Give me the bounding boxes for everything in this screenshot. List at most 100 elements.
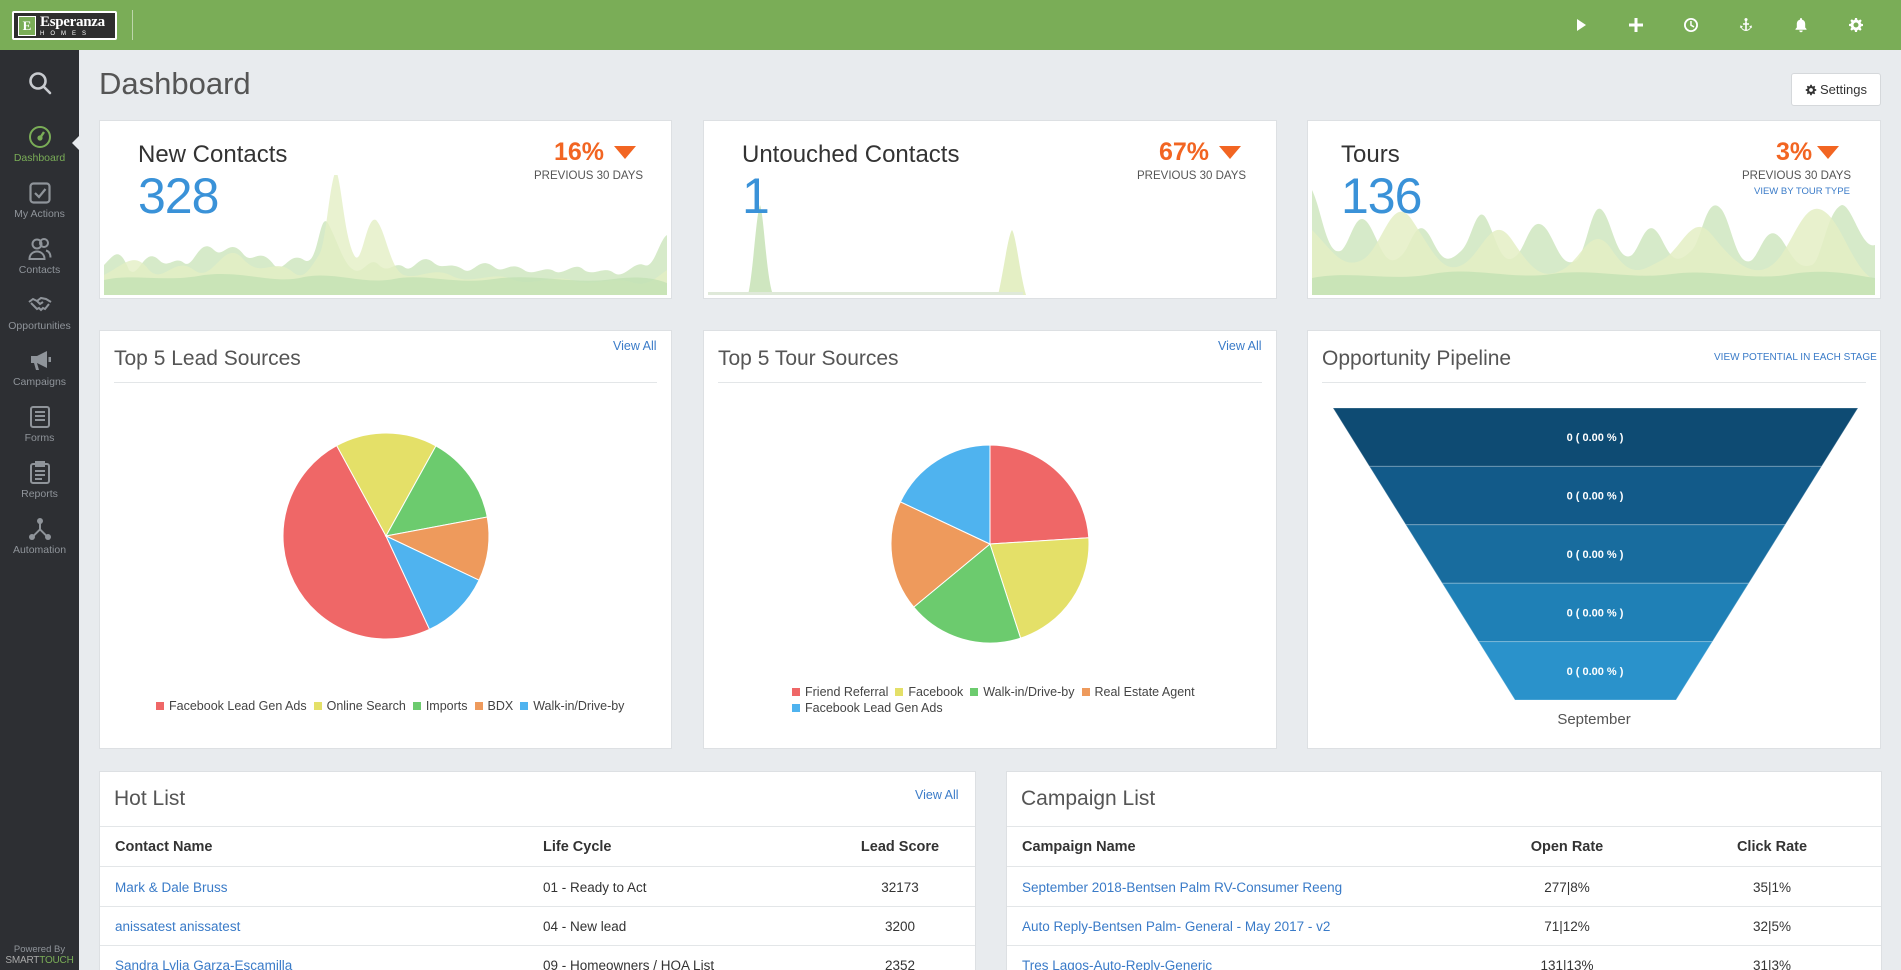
funnel-stage-label: 0 ( 0.00 % ) [1567, 549, 1624, 561]
campaign-list-card: Campaign List Campaign Name Open Rate Cl… [1006, 771, 1882, 970]
kpi-change: 3% [1776, 138, 1813, 166]
legend-item[interactable]: Facebook [895, 684, 963, 700]
untouched-contacts-card[interactable]: Untouched Contacts 1 67% PREVIOUS 30 DAY… [703, 120, 1277, 299]
sidebar-item-campaigns[interactable]: Campaigns [0, 340, 79, 396]
legend-swatch [474, 702, 483, 710]
legend-swatch [1081, 688, 1090, 696]
sidebar-item-my-actions[interactable]: My Actions [0, 172, 79, 228]
contact-name-link[interactable]: Sandra Lylia Garza-Escamilla [115, 957, 293, 970]
pie-slice-imports[interactable] [385, 445, 488, 537]
pipeline-funnel: 0 ( 0.00 % ) 0 ( 0.00 % ) 0 ( 0.00 % ) 0 ( … [1332, 408, 1859, 701]
column-header[interactable]: Lead Score [860, 838, 940, 855]
new-contacts-card[interactable]: New Contacts 328 16% PREVIOUS 30 DAYS [99, 120, 672, 299]
legend-item[interactable]: Imports [412, 698, 468, 714]
search-icon[interactable] [0, 50, 79, 116]
column-header[interactable]: Campaign Name [1022, 838, 1136, 855]
table-header: Contact Name Life Cycle Lead Score [100, 826, 975, 867]
pie-slice-facebook[interactable] [989, 537, 1090, 639]
settings-button[interactable]: Settings [1791, 73, 1881, 106]
anchor-icon[interactable] [1718, 0, 1773, 50]
tour-sources-pie [890, 444, 1090, 644]
campaign-name-link[interactable]: September 2018-Bentsen Palm RV-Consumer … [1022, 879, 1343, 895]
megaphone-icon [30, 350, 51, 370]
legend-item[interactable]: Facebook Lead Gen Ads [792, 700, 943, 716]
contact-name-link[interactable]: anissatest anissatest [115, 918, 241, 934]
contact-name-link[interactable]: Mark & Dale Bruss [115, 879, 228, 895]
sidebar-item-opportunities[interactable]: Opportunities [0, 284, 79, 340]
legend-item[interactable]: Facebook Lead Gen Ads [156, 698, 307, 714]
form-icon [29, 405, 50, 428]
sidebar-item-dashboard[interactable]: Dashboard [0, 116, 79, 172]
legend-label: Imports [425, 699, 468, 713]
legend-swatch [792, 688, 800, 696]
pie-slice-real-estate-agent[interactable] [890, 501, 991, 608]
sidebar-item-forms[interactable]: Forms [0, 396, 79, 452]
gear-icon [1805, 84, 1817, 95]
legend-label: Real Estate Agent [1094, 685, 1195, 699]
legend-label: BDX [487, 699, 514, 713]
view-by-tour-type-link[interactable]: VIEW BY TOUR TYPE [1754, 186, 1850, 197]
table-row: anissatest anissatest 04 - New lead 3200 [100, 907, 975, 946]
legend-swatch [895, 688, 904, 696]
view-all-link[interactable]: View All [1218, 339, 1262, 353]
campaign-name-link[interactable]: Tres Lagos-Auto-Reply-Generic [1022, 957, 1213, 970]
legend-label: Walk-in/Drive-by [983, 685, 1075, 699]
funnel-month: September [1557, 711, 1631, 728]
legend-label: Walk-in/Drive-by [533, 699, 625, 713]
pie-slice-online-search[interactable] [336, 432, 437, 538]
column-header[interactable]: Life Cycle [543, 838, 612, 855]
legend-item[interactable]: Real Estate Agent [1081, 684, 1195, 700]
open-rate: 277|8% [1544, 879, 1590, 895]
table-row: Auto Reply-Bentsen Palm- General - May 2… [1007, 907, 1881, 946]
sidebar-item-reports[interactable]: Reports [0, 452, 79, 508]
top-actions [1553, 0, 1883, 50]
pie-slice-walk-in-drive-by[interactable] [384, 534, 480, 631]
powered-brand: SMARTTOUCH [5, 955, 74, 966]
tours-card[interactable]: Tours 136 3% PREVIOUS 30 DAYS VIEW BY TO… [1307, 120, 1881, 299]
kpi-title: New Contacts [138, 141, 288, 168]
column-header[interactable]: Click Rate [1736, 838, 1808, 855]
pie-slice-walk-in-drive-by[interactable] [913, 543, 1022, 644]
sidebar-item-label: Forms [24, 431, 55, 444]
sidebar-item-label: Opportunities [8, 319, 71, 332]
click-rate: 31|3% [1752, 957, 1792, 970]
clock-icon[interactable] [1663, 0, 1718, 50]
sidebar-item-label: My Actions [14, 207, 65, 220]
down-arrow-icon [614, 146, 636, 159]
pie-slice-facebook-lead-gen-ads[interactable] [899, 444, 991, 545]
funnel-stage-label: 0 ( 0.00 % ) [1567, 666, 1624, 678]
brand-name: Esperanza [40, 13, 105, 30]
workflow-icon [28, 517, 51, 540]
brand-logo[interactable]: E Esperanza HOMES [12, 11, 117, 40]
legend-item[interactable]: BDX [474, 698, 514, 714]
table-row: Mark & Dale Bruss 01 - Ready to Act 3217… [100, 868, 975, 907]
view-potential-link[interactable]: VIEW POTENTIAL IN EACH STAGE [1714, 352, 1877, 363]
column-header[interactable]: Open Rate [1530, 838, 1604, 855]
legend-swatch [156, 702, 164, 710]
add-icon[interactable] [1608, 0, 1663, 50]
kpi-value: 136 [1341, 168, 1422, 224]
campaign-name-link[interactable]: Auto Reply-Bentsen Palm- General - May 2… [1022, 918, 1331, 934]
column-header[interactable]: Contact Name [115, 838, 213, 855]
play-icon[interactable] [1553, 0, 1608, 50]
sidebar-item-contacts[interactable]: Contacts [0, 228, 79, 284]
table-header: Campaign Name Open Rate Click Rate [1007, 826, 1881, 867]
table-row: September 2018-Bentsen Palm RV-Consumer … [1007, 868, 1881, 907]
legend-item[interactable]: Walk-in/Drive-by [970, 684, 1075, 700]
legend-swatch [520, 702, 529, 710]
pie-slice-facebook-lead-gen-ads[interactable] [282, 444, 431, 640]
sidebar-item-automation[interactable]: Automation [0, 508, 79, 564]
view-all-link[interactable]: View All [915, 788, 959, 802]
legend-item[interactable]: Friend Referral [792, 684, 888, 700]
bell-icon[interactable] [1773, 0, 1828, 50]
open-rate: 131|13% [1540, 957, 1594, 970]
legend-swatch [970, 688, 979, 696]
funnel-stage[interactable] [1477, 641, 1714, 701]
legend-item[interactable]: Online Search [313, 698, 406, 714]
pie-slice-friend-referral[interactable] [989, 444, 1090, 545]
legend-label: Facebook Lead Gen Ads [805, 701, 943, 715]
gear-icon[interactable] [1828, 0, 1883, 50]
view-all-link[interactable]: View All [613, 339, 657, 353]
legend-item[interactable]: Walk-in/Drive-by [520, 698, 624, 714]
life-cycle: 04 - New lead [543, 918, 627, 934]
